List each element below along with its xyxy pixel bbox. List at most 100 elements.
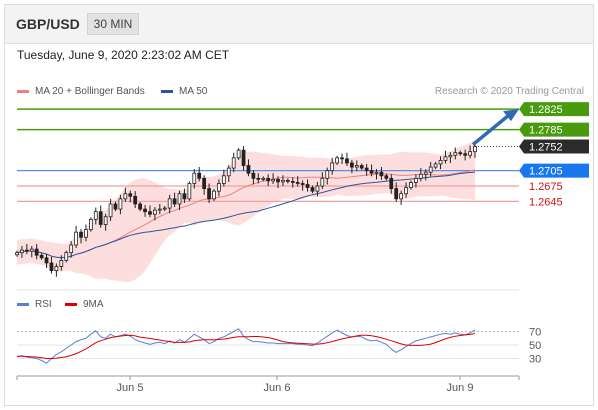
candle xyxy=(49,256,54,274)
candle-body xyxy=(261,177,266,180)
candle xyxy=(463,149,468,161)
candle-body xyxy=(133,195,138,205)
candle-body xyxy=(409,182,413,188)
candle xyxy=(310,185,315,194)
level-label-1.2825: 1.2825 xyxy=(529,104,563,116)
candle xyxy=(138,201,142,212)
candle xyxy=(108,198,113,221)
candle-body xyxy=(295,182,300,184)
candle xyxy=(409,180,413,190)
candle xyxy=(354,160,359,172)
candle xyxy=(103,213,108,231)
candle xyxy=(128,190,133,203)
candle xyxy=(24,243,29,255)
candle-body xyxy=(148,211,152,215)
candle-body xyxy=(256,177,261,180)
candle xyxy=(369,164,374,177)
candle xyxy=(266,174,271,187)
candle xyxy=(197,167,202,182)
candle xyxy=(404,182,408,198)
candle-body xyxy=(325,170,330,179)
candle-body xyxy=(74,231,78,246)
candle-body xyxy=(128,193,133,197)
candle-body xyxy=(108,203,113,218)
candle-body xyxy=(84,229,88,238)
candle xyxy=(350,159,354,174)
candle-body xyxy=(468,151,472,156)
legend-ma20: MA 20 + Bollinger Bands xyxy=(17,86,145,97)
candle-body xyxy=(340,157,344,160)
ma9-swatch xyxy=(65,302,77,306)
level-badge-1.2825 xyxy=(519,102,589,117)
candle-body xyxy=(44,257,49,264)
candle xyxy=(64,250,69,263)
candle-body xyxy=(266,177,271,182)
candle xyxy=(187,181,192,201)
rsi-swatch xyxy=(17,302,29,306)
candle-body xyxy=(453,152,458,156)
candle-body xyxy=(335,157,339,164)
candle-body xyxy=(384,175,389,179)
candle xyxy=(202,175,207,195)
candle xyxy=(448,152,453,163)
rsi-ma9-line xyxy=(16,333,476,359)
candle-body xyxy=(197,172,202,179)
candle-body xyxy=(24,249,29,252)
candle-body xyxy=(236,149,241,159)
candle xyxy=(167,194,172,214)
candle-body xyxy=(458,152,463,155)
forecast-arrowhead xyxy=(503,109,519,122)
candle xyxy=(394,182,399,202)
ma50-label: MA 50 xyxy=(179,86,208,97)
candle xyxy=(39,253,44,260)
x-tick-label: Jun 5 xyxy=(117,382,144,394)
candle-body xyxy=(276,178,280,183)
candle xyxy=(34,243,39,260)
candle-body xyxy=(20,249,24,254)
candle xyxy=(192,169,197,189)
candle xyxy=(157,203,162,215)
candle xyxy=(423,169,428,181)
candle-body xyxy=(310,187,315,192)
timeframe-badge[interactable]: 30 MIN xyxy=(87,13,139,35)
candle-body xyxy=(39,254,44,259)
candle-body xyxy=(123,193,128,200)
candle-body xyxy=(251,172,256,179)
candle xyxy=(98,205,103,228)
candle xyxy=(438,156,443,170)
candle xyxy=(300,180,305,191)
candle xyxy=(143,204,147,217)
candle-body xyxy=(187,183,192,200)
candle-body xyxy=(103,216,108,225)
candle-body xyxy=(162,207,167,210)
candle xyxy=(453,147,458,160)
candle xyxy=(118,194,123,215)
candle-body xyxy=(418,173,423,179)
candle-body xyxy=(88,218,93,231)
candle xyxy=(172,192,177,208)
candle-body xyxy=(15,252,19,256)
candle-body xyxy=(241,149,246,166)
candle xyxy=(359,163,364,171)
candle xyxy=(290,177,295,188)
level-label-1.2705: 1.2705 xyxy=(529,166,563,178)
candle-body xyxy=(207,188,211,200)
candle xyxy=(241,146,246,171)
candle-body xyxy=(443,156,448,161)
candle xyxy=(153,207,157,221)
candle-body xyxy=(315,185,320,192)
candle-body xyxy=(414,177,418,183)
candle-body xyxy=(330,162,335,172)
legend-ma50: MA 50 xyxy=(161,86,207,97)
candle xyxy=(177,190,182,211)
candle xyxy=(182,188,187,203)
candle-body xyxy=(350,162,354,168)
level-badge-1.2785 xyxy=(519,122,589,137)
ma50-swatch xyxy=(161,89,173,93)
candle xyxy=(433,161,438,170)
rsi-label: RSI xyxy=(35,299,52,310)
chart-widget: GBP/USD 30 MIN Tuesday, June 9, 2020 2:2… xyxy=(4,4,594,406)
candle-body xyxy=(404,187,408,195)
candle xyxy=(246,159,251,177)
candle xyxy=(69,240,74,258)
